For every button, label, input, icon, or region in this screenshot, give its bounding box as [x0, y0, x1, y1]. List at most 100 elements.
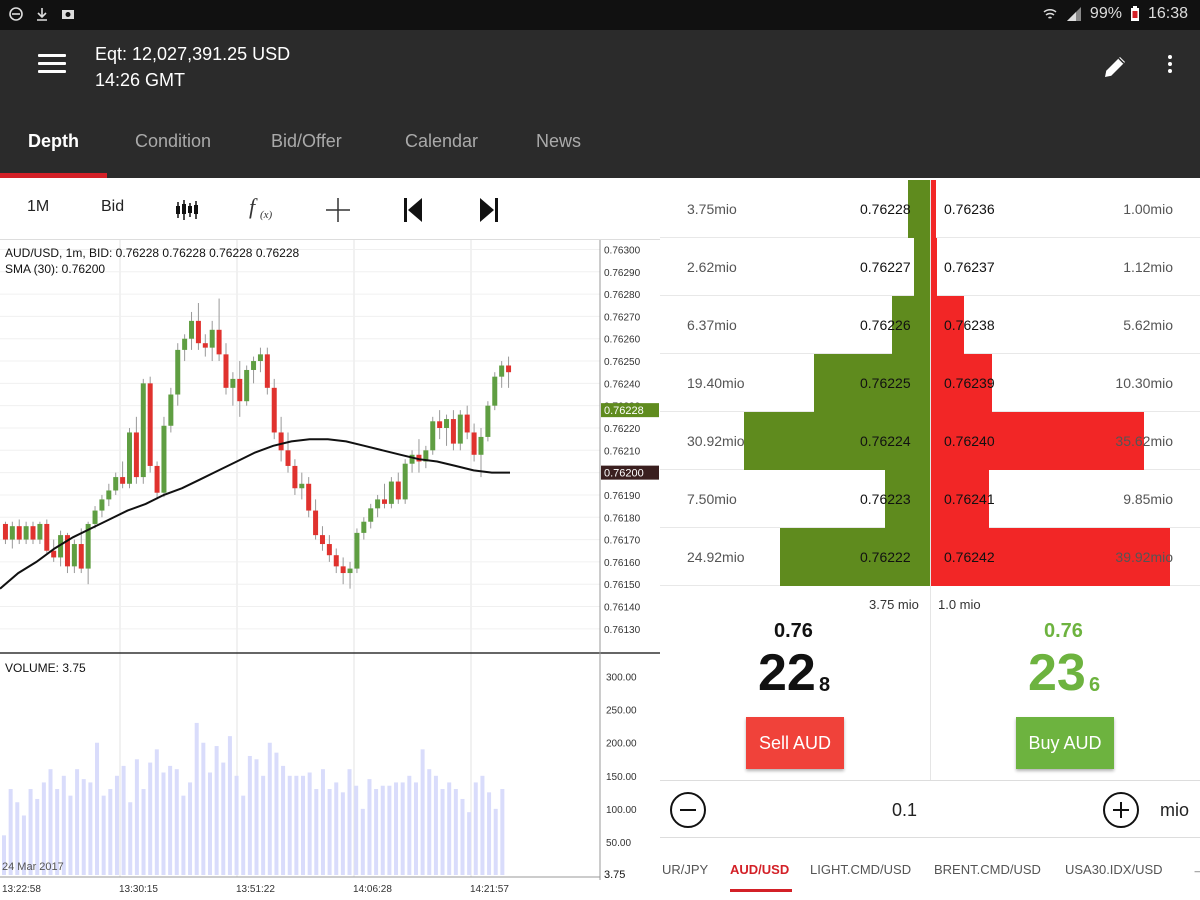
- volume-tick-label: 250.00: [606, 706, 637, 717]
- sell-button[interactable]: Sell AUD: [746, 717, 844, 769]
- symbol-light-cmd[interactable]: LIGHT.CMD/USD: [810, 862, 912, 877]
- volume-bar: [188, 782, 193, 875]
- volume-bar: [141, 789, 146, 875]
- ask-price[interactable]: 0.76237: [944, 259, 995, 275]
- candle: [113, 477, 119, 491]
- candle: [444, 419, 450, 428]
- symbol-next[interactable]: →: [1192, 862, 1200, 877]
- bid-price[interactable]: 0.76226: [860, 317, 911, 333]
- candle: [85, 523, 91, 569]
- volume-bar: [287, 775, 292, 875]
- tab-news[interactable]: News: [536, 131, 582, 151]
- bid-volume-bar: [744, 412, 930, 470]
- candle: [58, 535, 64, 558]
- function-icon[interactable]: f (x): [247, 194, 279, 224]
- bid-price[interactable]: 0.76225: [860, 375, 911, 391]
- candle: [37, 523, 43, 540]
- symbol-eur-jpy[interactable]: UR/JPY: [662, 862, 709, 877]
- volume-bar: [460, 798, 465, 875]
- period-button[interactable]: 1M: [27, 198, 50, 215]
- candle: [64, 535, 70, 567]
- ask-price[interactable]: 0.76238: [944, 317, 995, 333]
- bid-price[interactable]: 0.76227: [860, 259, 911, 275]
- candle: [450, 419, 456, 444]
- battery-icon: [1130, 6, 1139, 21]
- volume-bar: [327, 789, 332, 875]
- volume-bar: [114, 775, 119, 875]
- candle: [189, 320, 195, 339]
- pencil-icon[interactable]: [1100, 52, 1130, 82]
- tab-depth[interactable]: Depth: [28, 131, 79, 151]
- menu-icon[interactable]: [38, 54, 66, 78]
- ask-volume: 1.12mio: [1123, 259, 1173, 275]
- candle: [471, 432, 477, 455]
- ask-volume-bar: [930, 238, 937, 296]
- candle: [278, 432, 284, 451]
- buy-button[interactable]: Buy AUD: [1016, 717, 1114, 769]
- ask-price[interactable]: 0.76239: [944, 375, 995, 391]
- volume-bar: [301, 775, 306, 875]
- candle: [147, 383, 153, 466]
- bid-volume-bar: [885, 470, 930, 528]
- price-chart[interactable]: 0.76300 0.76290 0.76280 0.76270 0.76260 0.762…: [0, 240, 660, 900]
- bid-price[interactable]: 0.76228: [860, 201, 911, 217]
- download-icon: [37, 8, 47, 21]
- signal-icon: [1066, 7, 1081, 21]
- symbol-usa30-idx[interactable]: USA30.IDX/USD: [1065, 862, 1163, 877]
- candle: [292, 465, 298, 489]
- tab-calendar[interactable]: Calendar: [405, 131, 479, 151]
- bid-volume-bar: [813, 354, 930, 412]
- candle: [78, 544, 84, 569]
- bid-price[interactable]: 0.76223: [860, 491, 911, 507]
- candle: [361, 521, 367, 533]
- minus-icon[interactable]: [670, 792, 706, 828]
- candle: [499, 365, 505, 377]
- crosshair-icon[interactable]: [324, 196, 352, 224]
- more-vertical-icon[interactable]: [1162, 52, 1178, 82]
- volume-label: VOLUME: 3.75: [5, 661, 86, 675]
- symbol-aud-usd[interactable]: AUD/USD: [730, 862, 790, 877]
- candle: [326, 544, 332, 556]
- bid-ask-button[interactable]: Bid: [101, 198, 125, 215]
- volume-bar: [493, 808, 498, 875]
- battery-percent: 99%: [1089, 5, 1122, 22]
- volume-bar: [473, 782, 478, 875]
- ask-volume: 35.62mio: [1115, 433, 1173, 449]
- ask-price[interactable]: 0.76241: [944, 491, 995, 507]
- ask-price[interactable]: 0.76242: [944, 549, 995, 565]
- current-bid-tag: 0.76228: [601, 403, 659, 418]
- symbol-brent-cmd[interactable]: BRENT.CMD/USD: [934, 862, 1041, 877]
- volume-bar: [467, 812, 472, 875]
- jump-end-icon[interactable]: [478, 196, 500, 224]
- chart-title: AUD/USD, 1m, BID: 0.76228 0.76228 0.7622…: [5, 246, 300, 260]
- plus-icon[interactable]: [1103, 792, 1139, 828]
- bid-price[interactable]: 0.76222: [860, 549, 911, 565]
- bid-price[interactable]: 0.76224: [860, 433, 911, 449]
- tab-condition[interactable]: Condition: [135, 131, 212, 151]
- candle: [44, 523, 50, 551]
- bid-volume-bar: [914, 238, 930, 296]
- ask-price[interactable]: 0.76236: [944, 201, 995, 217]
- volume-bar: [95, 742, 100, 875]
- volume-bar: [254, 759, 259, 875]
- candle: [182, 338, 188, 350]
- time-tick-label: 13:22:58: [2, 884, 41, 895]
- status-time: 16:38: [1147, 5, 1188, 22]
- tab-bid-offer[interactable]: Bid/Offer: [271, 131, 342, 151]
- candlestick-icon[interactable]: [174, 198, 202, 222]
- sell-price-main: 22: [758, 644, 816, 702]
- volume-bar: [261, 775, 266, 875]
- quantity-value[interactable]: 0.1: [892, 800, 918, 820]
- jump-start-icon[interactable]: [402, 196, 424, 224]
- bid-volume: 30.92mio: [687, 433, 745, 449]
- gmt-time: 14:26 GMT: [95, 70, 186, 90]
- volume-bar: [440, 789, 445, 875]
- volume-bar: [281, 765, 286, 875]
- volume-bar: [121, 765, 126, 875]
- volume-bar: [134, 759, 139, 875]
- ask-price[interactable]: 0.76240: [944, 433, 995, 449]
- price-tick-label: 0.76250: [604, 357, 641, 368]
- volume-bar: [41, 782, 46, 875]
- price-tick-label: 0.76300: [604, 245, 641, 256]
- bid-volume: 6.37mio: [687, 317, 737, 333]
